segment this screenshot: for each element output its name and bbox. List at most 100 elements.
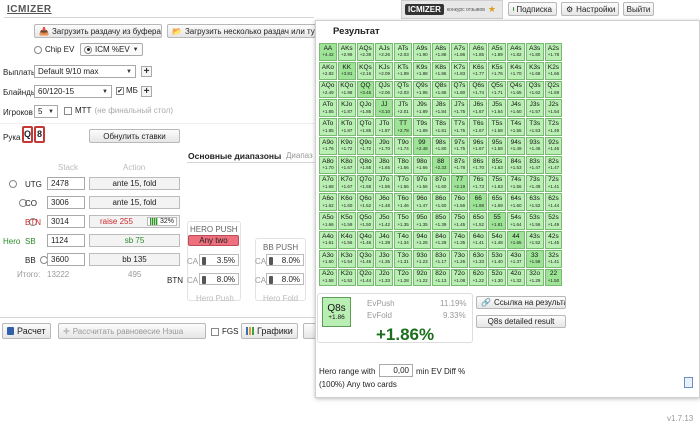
- hand-cell[interactable]: A2o +1.58: [319, 268, 337, 287]
- hand-cell[interactable]: 44 +1.65: [506, 230, 525, 249]
- hand-cell[interactable]: 42s +1.45: [544, 230, 563, 249]
- co-stack-input[interactable]: 3006: [47, 196, 85, 209]
- slider-knob[interactable]: [269, 257, 273, 265]
- hand-cell[interactable]: A3o +1.60: [319, 249, 337, 268]
- hand-cell[interactable]: 86s +1.70: [469, 155, 488, 174]
- hand-cell[interactable]: A5o +1.66: [319, 212, 337, 230]
- hand-cell[interactable]: T8o +1.66: [394, 155, 412, 174]
- slider-knob[interactable]: [269, 276, 273, 284]
- hand-cell[interactable]: KJs +2.09: [375, 61, 394, 80]
- bb-ca-slider-2[interactable]: 8.0%: [266, 273, 304, 285]
- sb-stack-input[interactable]: 1124: [47, 234, 85, 247]
- hero-ca-slider[interactable]: 3.5%: [199, 254, 239, 266]
- graphs-button[interactable]: Графики: [241, 323, 298, 339]
- hand-cell[interactable]: K5s +1.76: [488, 61, 506, 80]
- hand-cell[interactable]: 99 +2.48: [412, 136, 431, 155]
- hand-cell[interactable]: J9o +1.70: [375, 136, 394, 155]
- hand-cell[interactable]: 92o +1.22: [412, 268, 431, 287]
- hand-cell[interactable]: 85s +1.63: [488, 155, 506, 174]
- hand-cell[interactable]: T3s +1.53: [525, 118, 544, 136]
- hand-cell[interactable]: 87s +1.78: [450, 155, 469, 174]
- players-select[interactable]: 5 ▼: [34, 105, 58, 118]
- hand-cell[interactable]: K5o +1.59: [337, 212, 356, 230]
- hand-cell[interactable]: A6o +1.62: [319, 193, 337, 212]
- hand-cell[interactable]: 83o +1.17: [431, 249, 450, 268]
- hand-cell[interactable]: 75s +1.63: [488, 174, 506, 193]
- hand-cell[interactable]: K2s +1.66: [544, 61, 563, 80]
- hand-cell[interactable]: JJ +3.10: [375, 99, 394, 118]
- hand-cell[interactable]: 65o +1.52: [469, 212, 488, 230]
- hand-card-2[interactable]: 8: [34, 126, 45, 143]
- hand-cell[interactable]: JTo +1.87: [375, 118, 394, 136]
- hand-cell[interactable]: J8s +1.84: [431, 99, 450, 118]
- hand-cell[interactable]: J2s +1.54: [544, 99, 563, 118]
- hand-cell[interactable]: 98o +1.66: [412, 155, 431, 174]
- hand-cell[interactable]: 65s +1.69: [488, 193, 506, 212]
- hand-cell[interactable]: KQo +1.98: [337, 80, 356, 99]
- hand-cell[interactable]: K4o +1.56: [337, 230, 356, 249]
- hand-cell[interactable]: K9s +1.88: [412, 61, 431, 80]
- mode-chip-ev[interactable]: Chip EV: [34, 45, 74, 54]
- hand-cell[interactable]: K3s +1.68: [525, 61, 544, 80]
- hand-cell[interactable]: 43s +1.52: [525, 230, 544, 249]
- hand-cell[interactable]: QQ +3.45: [356, 80, 375, 99]
- hand-cell[interactable]: 32o +1.29: [525, 268, 544, 287]
- hand-cell[interactable]: 97s +1.75: [450, 136, 469, 155]
- hand-cell[interactable]: QTs +2.03: [394, 80, 412, 99]
- hand-cell[interactable]: 52o +1.30: [488, 268, 506, 287]
- hand-cell[interactable]: T2s +1.49: [544, 118, 563, 136]
- hand-cell[interactable]: QTo +1.85: [356, 118, 375, 136]
- hand-cell[interactable]: 54s +1.64: [506, 212, 525, 230]
- hand-cell[interactable]: 43o +1.37: [506, 249, 525, 268]
- hand-cell[interactable]: A4o +1.61: [319, 230, 337, 249]
- hand-cell[interactable]: 52s +1.49: [544, 212, 563, 230]
- hand-cell[interactable]: Q4o +1.46: [356, 230, 375, 249]
- hand-cell[interactable]: J2o +1.33: [375, 268, 394, 287]
- fgs-check[interactable]: [211, 327, 219, 336]
- hand-cell[interactable]: Q5s +1.71: [488, 80, 506, 99]
- range-filter-input[interactable]: 0,00: [379, 364, 413, 377]
- hand-cell[interactable]: A5s +1.89: [488, 43, 506, 61]
- fgs-checkbox[interactable]: FGS: [211, 327, 238, 336]
- hand-cell[interactable]: 95o +1.35: [412, 212, 431, 230]
- payouts-select[interactable]: Default 9/10 max ▼: [34, 65, 136, 78]
- hand-cell[interactable]: T3o +1.31: [394, 249, 412, 268]
- hand-cell[interactable]: J3o +1.35: [375, 249, 394, 268]
- bb-stack-input[interactable]: 3600: [47, 253, 85, 266]
- hand-card-1[interactable]: Q: [22, 126, 33, 143]
- hand-cell[interactable]: 88 +2.33: [431, 155, 450, 174]
- hand-cell[interactable]: A8s +1.88: [431, 43, 450, 61]
- btn-stack-input[interactable]: 3014: [47, 215, 85, 228]
- hand-cell[interactable]: KTo +1.87: [337, 118, 356, 136]
- hand-cell[interactable]: K2o +1.52: [337, 268, 356, 287]
- btn-ca-slider[interactable]: 8.0%: [199, 273, 239, 285]
- hand-cell[interactable]: 83s +1.47: [525, 155, 544, 174]
- hand-cell[interactable]: TT +2.78: [394, 118, 412, 136]
- slider-knob[interactable]: [202, 257, 206, 265]
- hand-cell[interactable]: 63o +1.33: [469, 249, 488, 268]
- hand-cell[interactable]: K6o +1.60: [337, 193, 356, 212]
- reset-bets-button[interactable]: Обнулить ставки: [89, 129, 180, 143]
- hand-cell[interactable]: T7o +1.56: [394, 174, 412, 193]
- hand-cell[interactable]: K8s +1.86: [431, 61, 450, 80]
- hand-cell[interactable]: AQs +2.39: [356, 43, 375, 61]
- mtt-check[interactable]: [64, 106, 72, 115]
- hand-cell[interactable]: Q2o +1.44: [356, 268, 375, 287]
- hand-cell[interactable]: A4s +1.82: [506, 43, 525, 61]
- hand-cell[interactable]: A3s +1.80: [525, 43, 544, 61]
- hand-cell[interactable]: T9o +1.74: [394, 136, 412, 155]
- hand-cell[interactable]: 95s +1.58: [488, 136, 506, 155]
- hand-cell[interactable]: Q8s +1.86: [431, 80, 450, 99]
- hand-cell[interactable]: T7s +1.75: [450, 118, 469, 136]
- hand-cell[interactable]: Q6s +1.74: [469, 80, 488, 99]
- hand-cell[interactable]: 64s +1.60: [506, 193, 525, 212]
- hand-cell[interactable]: AKo +2.82: [319, 61, 337, 80]
- hand-cell[interactable]: QJs +2.06: [375, 80, 394, 99]
- hand-cell[interactable]: A9s +1.90: [412, 43, 431, 61]
- hand-cell[interactable]: Q3s +1.62: [525, 80, 544, 99]
- mb-checkbox[interactable]: ✔ МБ: [116, 86, 138, 95]
- hand-cell[interactable]: 85o +1.39: [431, 212, 450, 230]
- hand-cell[interactable]: 42o +1.32: [506, 268, 525, 287]
- hand-cell[interactable]: J6s +1.67: [469, 99, 488, 118]
- hand-cell[interactable]: 32s +1.41: [544, 249, 563, 268]
